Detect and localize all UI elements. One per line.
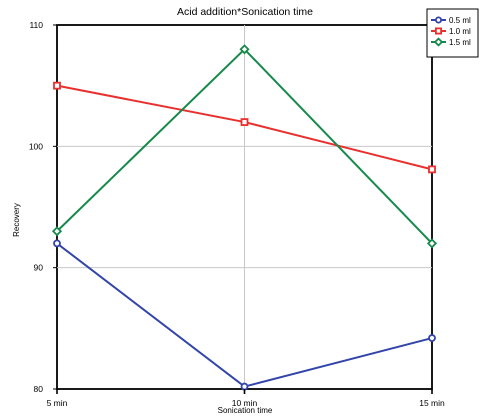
plot-area [51, 24, 438, 391]
legend-label: 1.0 ml [449, 27, 471, 36]
data-point [240, 382, 249, 391]
data-point [239, 44, 250, 55]
legend: 0.5 ml 1.0 ml 1.5 ml [426, 8, 479, 58]
data-point [51, 226, 63, 237]
legend-item: 0.5 ml [431, 16, 471, 25]
chart-title: Acid addition*Sonication time [177, 6, 313, 18]
data-point [434, 27, 442, 35]
data-point [53, 239, 61, 248]
y-tick-label: 110 [29, 20, 43, 30]
legend-item: 1.0 ml [431, 27, 471, 36]
data-point [428, 334, 436, 342]
legend-items: 0.5 ml 1.0 ml 1.5 ml [431, 16, 471, 47]
series-0_5-ml [53, 239, 436, 391]
series-1_0-ml [53, 81, 436, 174]
x-tick-label: 10 min [232, 398, 258, 408]
series-layer [51, 44, 438, 391]
y-tick-label: 90 [34, 263, 44, 273]
x-axis: 5 min 10 min 15 min [47, 389, 445, 408]
data-point [53, 81, 61, 90]
y-axis: 80 90 100 110 [29, 20, 57, 394]
y-axis-label: Recovery [12, 203, 21, 237]
gridlines [57, 25, 432, 389]
x-tick-label: 5 min [47, 398, 68, 408]
legend-label: 0.5 ml [449, 16, 471, 25]
x-tick-label: 15 min [419, 398, 445, 408]
legend-label: 1.5 ml [449, 38, 471, 47]
series-1_5-ml [51, 44, 438, 249]
legend-item: 1.5 ml [431, 37, 471, 47]
data-point [426, 238, 438, 249]
data-point [434, 16, 442, 24]
data-point [428, 165, 436, 174]
y-tick-label: 100 [29, 141, 43, 151]
data-point [240, 118, 249, 126]
y-tick-label: 80 [34, 384, 44, 394]
data-point [433, 37, 444, 47]
x-axis-label: Sonication time [218, 406, 273, 415]
